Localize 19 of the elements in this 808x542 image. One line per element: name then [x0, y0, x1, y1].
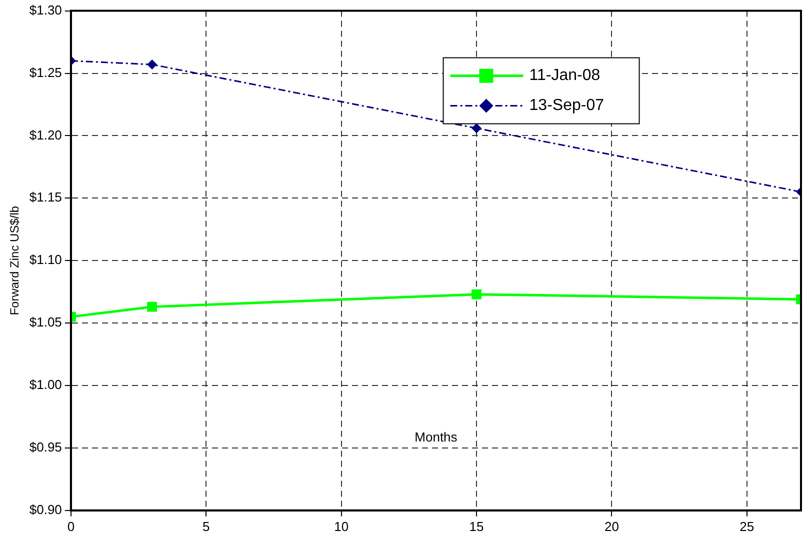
legend-label: 11-Jan-08 [529, 67, 600, 84]
y-tick-label: $1.00 [29, 377, 62, 392]
x-tick-label: 20 [604, 518, 619, 534]
y-tick-label: $1.30 [29, 2, 62, 18]
y-axis-title: Forward Zinc US$/lb [8, 206, 22, 316]
x-tick-label: 5 [202, 518, 210, 534]
x-tick-label: 25 [740, 518, 754, 534]
y-tick-label: $1.10 [29, 252, 62, 268]
y-tick-label: $1.05 [29, 314, 62, 330]
y-tick-label: $1.25 [29, 64, 62, 80]
x-axis-title: Months [414, 430, 458, 445]
x-tick-label: 10 [334, 518, 349, 534]
y-tick-label: $1.20 [29, 127, 62, 142]
y-tick-label: $0.95 [29, 440, 62, 455]
x-tick-label: 0 [67, 518, 75, 534]
x-tick-label: 15 [469, 518, 484, 534]
legend-label: 13-Sep-07 [529, 97, 604, 114]
y-tick-label: $0.90 [29, 502, 62, 517]
y-tick-label: $1.15 [29, 190, 62, 205]
